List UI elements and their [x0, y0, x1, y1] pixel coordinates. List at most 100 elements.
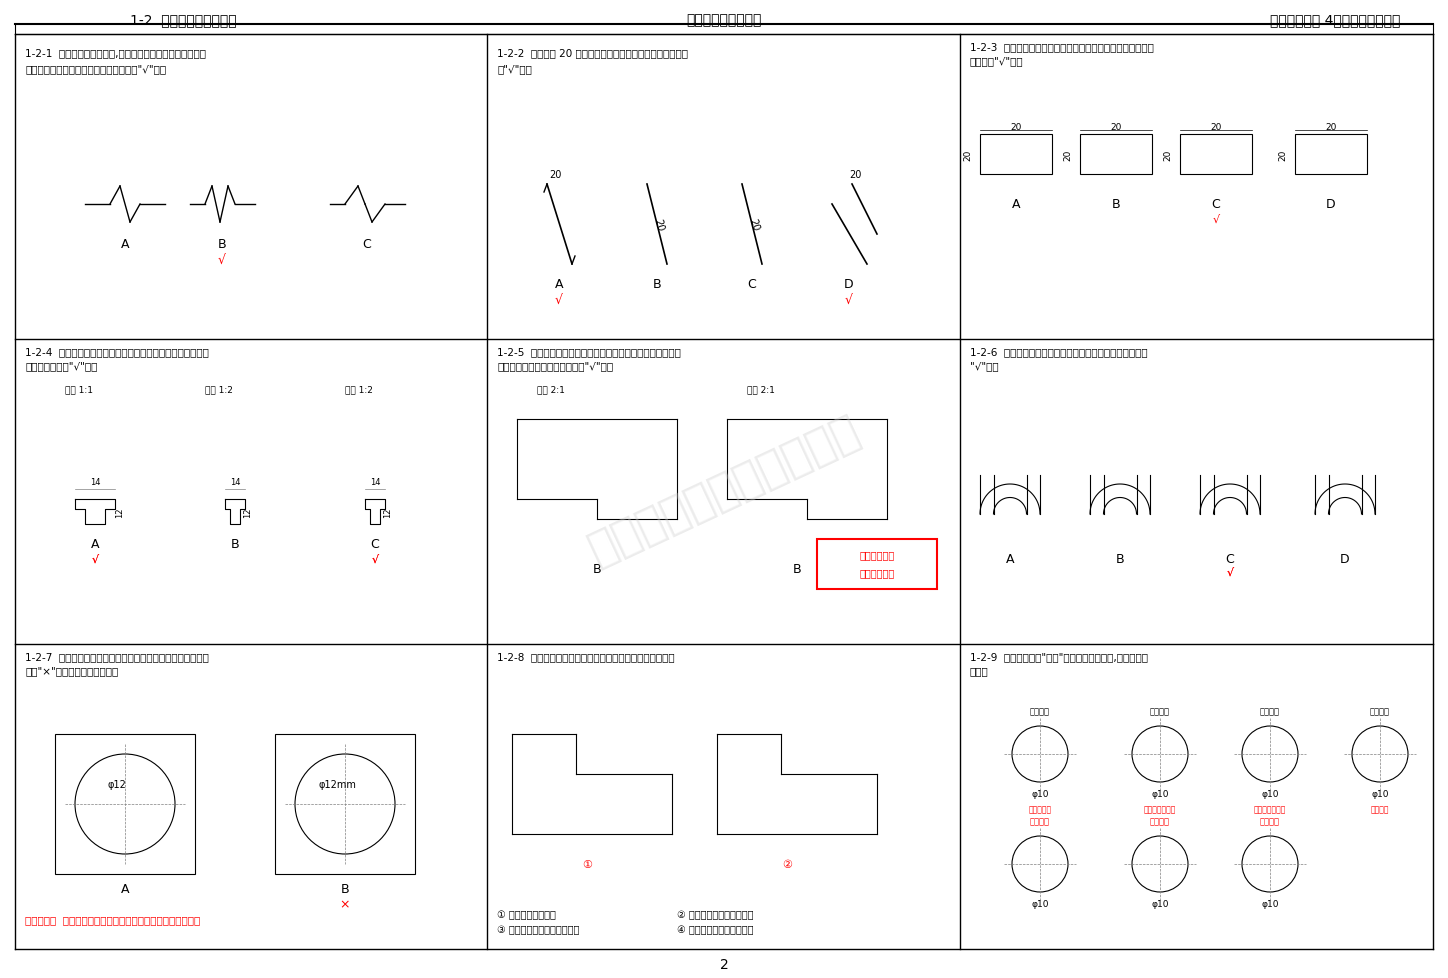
Text: 20: 20 — [747, 217, 760, 232]
Text: √: √ — [1226, 567, 1234, 577]
Text: 1-2  尺寸注法练习（一）: 1-2 尺寸注法练习（一） — [130, 13, 236, 27]
Text: "√"）。: "√"）。 — [970, 361, 999, 371]
Text: 14: 14 — [369, 478, 381, 487]
Text: A: A — [120, 882, 129, 896]
Text: ③ 尺寸线与轮廓线距离过大。: ③ 尺寸线与轮廓线距离过大。 — [497, 924, 579, 934]
Text: 1-2-5  下列图形绘图比例不同（用量量一量），判断其尺寸标: 1-2-5 下列图形绘图比例不同（用量量一量），判断其尺寸标 — [497, 346, 681, 357]
Text: ①: ① — [582, 859, 592, 869]
Text: 题号上画"√"）。: 题号上画"√"）。 — [970, 56, 1024, 66]
Text: A: A — [91, 538, 100, 551]
Text: ×: × — [340, 898, 350, 911]
Text: 正确的题号上画"√"）。: 正确的题号上画"√"）。 — [25, 361, 97, 371]
Text: B: B — [792, 563, 801, 576]
Text: 20: 20 — [849, 170, 862, 180]
Text: √: √ — [555, 293, 563, 306]
Text: φ10: φ10 — [1151, 900, 1169, 909]
Text: C: C — [371, 538, 379, 551]
Text: ② 尺寸界线与轮廓线接触。: ② 尺寸界线与轮廓线接触。 — [678, 910, 753, 919]
Text: φ10: φ10 — [1151, 789, 1169, 799]
Text: φ10: φ10 — [1261, 900, 1279, 909]
Text: D: D — [844, 278, 854, 291]
Text: 14: 14 — [90, 478, 100, 487]
Text: 20: 20 — [653, 217, 666, 232]
Text: 20: 20 — [1164, 150, 1173, 160]
Text: 20: 20 — [1063, 150, 1073, 160]
Text: 注是否正确（在正确的题号上画"√"）。: 注是否正确（在正确的题号上画"√"）。 — [497, 361, 613, 371]
Text: 1-2-4  下列图形绘图比例不同，判断其尺寸标注是否正确（在: 1-2-4 下列图形绘图比例不同，判断其尺寸标注是否正确（在 — [25, 346, 209, 357]
Text: φ10: φ10 — [1261, 789, 1279, 799]
Text: φ12mm: φ12mm — [319, 779, 356, 789]
Text: √: √ — [91, 555, 98, 564]
Text: 比例 1:1: 比例 1:1 — [65, 385, 93, 394]
Text: C: C — [1225, 553, 1234, 566]
Text: ① 尺寸界线的过长。: ① 尺寸界线的过长。 — [497, 910, 556, 919]
Text: 行标准所采用的画法（在正确的题号上画"√"）。: 行标准所采用的画法（在正确的题号上画"√"）。 — [25, 64, 167, 74]
Text: 20: 20 — [1211, 122, 1222, 131]
Text: 不需在里上排听: 不需在里上排听 — [1254, 805, 1286, 814]
Text: √: √ — [1226, 567, 1234, 577]
Text: √: √ — [1212, 215, 1219, 225]
Text: B: B — [653, 278, 662, 291]
Text: 1-2-8  下列两图尺寸标注哪一个是错误的？指出错误原因。: 1-2-8 下列两图尺寸标注哪一个是错误的？指出错误原因。 — [497, 651, 675, 661]
Text: A: A — [1006, 553, 1014, 566]
Text: （错误）: （错误） — [1260, 817, 1280, 825]
Text: 20: 20 — [963, 150, 973, 160]
Text: ②: ② — [782, 859, 792, 869]
Text: 20: 20 — [1325, 122, 1337, 131]
Bar — [55, 734, 195, 874]
Text: B: B — [1112, 199, 1121, 211]
Text: 比例 2:1: 比例 2:1 — [537, 385, 565, 394]
Text: B: B — [592, 563, 601, 576]
Text: （错误）: （错误） — [1030, 817, 1050, 825]
Text: 《习题答案》第一章: 《习题答案》第一章 — [686, 13, 762, 27]
Text: 未来有写: 未来有写 — [1371, 805, 1389, 814]
Text: 比例 1:2: 比例 1:2 — [345, 385, 374, 394]
Text: 比例 2:1: 比例 2:1 — [747, 385, 775, 394]
Text: 原因。: 原因。 — [970, 665, 989, 676]
Text: C: C — [1212, 199, 1221, 211]
Text: 上画"×"，并指出错误原因）。: 上画"×"，并指出错误原因）。 — [25, 665, 119, 676]
Bar — [275, 734, 416, 874]
Text: 20: 20 — [549, 170, 562, 180]
Bar — [980, 135, 1053, 175]
Text: φ10: φ10 — [1031, 789, 1048, 799]
Text: D: D — [1341, 553, 1350, 566]
Bar — [817, 540, 937, 590]
Text: （正确）: （正确） — [1030, 707, 1050, 716]
Text: 画"√"）。: 画"√"）。 — [497, 64, 531, 74]
Text: 禁止转载外传: 禁止转载外传 — [859, 567, 895, 577]
Text: 20: 20 — [1011, 122, 1022, 131]
Text: 数字互生上: 数字互生上 — [1028, 805, 1051, 814]
Text: （正确）: （正确） — [1150, 707, 1170, 716]
Text: 20: 20 — [1279, 150, 1287, 160]
Text: 1-2-6  图中的哪个尺寸标注是正确的？（在正确的题号上画: 1-2-6 图中的哪个尺寸标注是正确的？（在正确的题号上画 — [970, 346, 1148, 357]
Text: φ10: φ10 — [1031, 900, 1048, 909]
Bar — [1180, 135, 1253, 175]
Bar — [1080, 135, 1153, 175]
Text: B: B — [340, 882, 349, 896]
Text: √: √ — [372, 555, 378, 564]
Text: 未经作者授权: 未经作者授权 — [859, 550, 895, 559]
Text: 20: 20 — [1111, 122, 1122, 131]
Text: A: A — [1012, 199, 1021, 211]
Text: D: D — [1326, 199, 1337, 211]
Text: （正确）: （正确） — [1370, 707, 1390, 716]
Text: 12: 12 — [116, 508, 125, 517]
Text: 1-2-1  双折线的几种画法中,哪一种是国际上通用且为我国现: 1-2-1 双折线的几种画法中,哪一种是国际上通用且为我国现 — [25, 48, 206, 58]
Text: （机工高职多 4）机械制图习题集: （机工高职多 4）机械制图习题集 — [1270, 13, 1400, 27]
Text: √: √ — [219, 253, 226, 266]
Text: ④ 尺寸与轮廓线距离过小。: ④ 尺寸与轮廓线距离过小。 — [678, 924, 753, 934]
Text: B: B — [1116, 553, 1124, 566]
Text: 错误原因：  机械图样中的尺寸单位是毫米时，不标注单位符号: 错误原因： 机械图样中的尺寸单位是毫米时，不标注单位符号 — [25, 914, 200, 924]
Text: （错误）: （错误） — [1150, 817, 1170, 825]
Text: √: √ — [846, 293, 853, 306]
Text: 1-2-9  找出直径标注"错误"图例中的错误之处,说明其错误: 1-2-9 找出直径标注"错误"图例中的错误之处,说明其错误 — [970, 651, 1148, 661]
Text: 12: 12 — [384, 508, 392, 517]
Text: （正确）: （正确） — [1260, 707, 1280, 716]
Text: 1-2-7  下列两图的尺寸标注哪一个是错误的？（在错误的题号: 1-2-7 下列两图的尺寸标注哪一个是错误的？（在错误的题号 — [25, 651, 209, 661]
Bar — [1295, 135, 1367, 175]
Text: B: B — [230, 538, 239, 551]
Text: 比例 1:2: 比例 1:2 — [206, 385, 233, 394]
Text: φ10: φ10 — [1371, 789, 1389, 799]
Text: A: A — [555, 278, 563, 291]
